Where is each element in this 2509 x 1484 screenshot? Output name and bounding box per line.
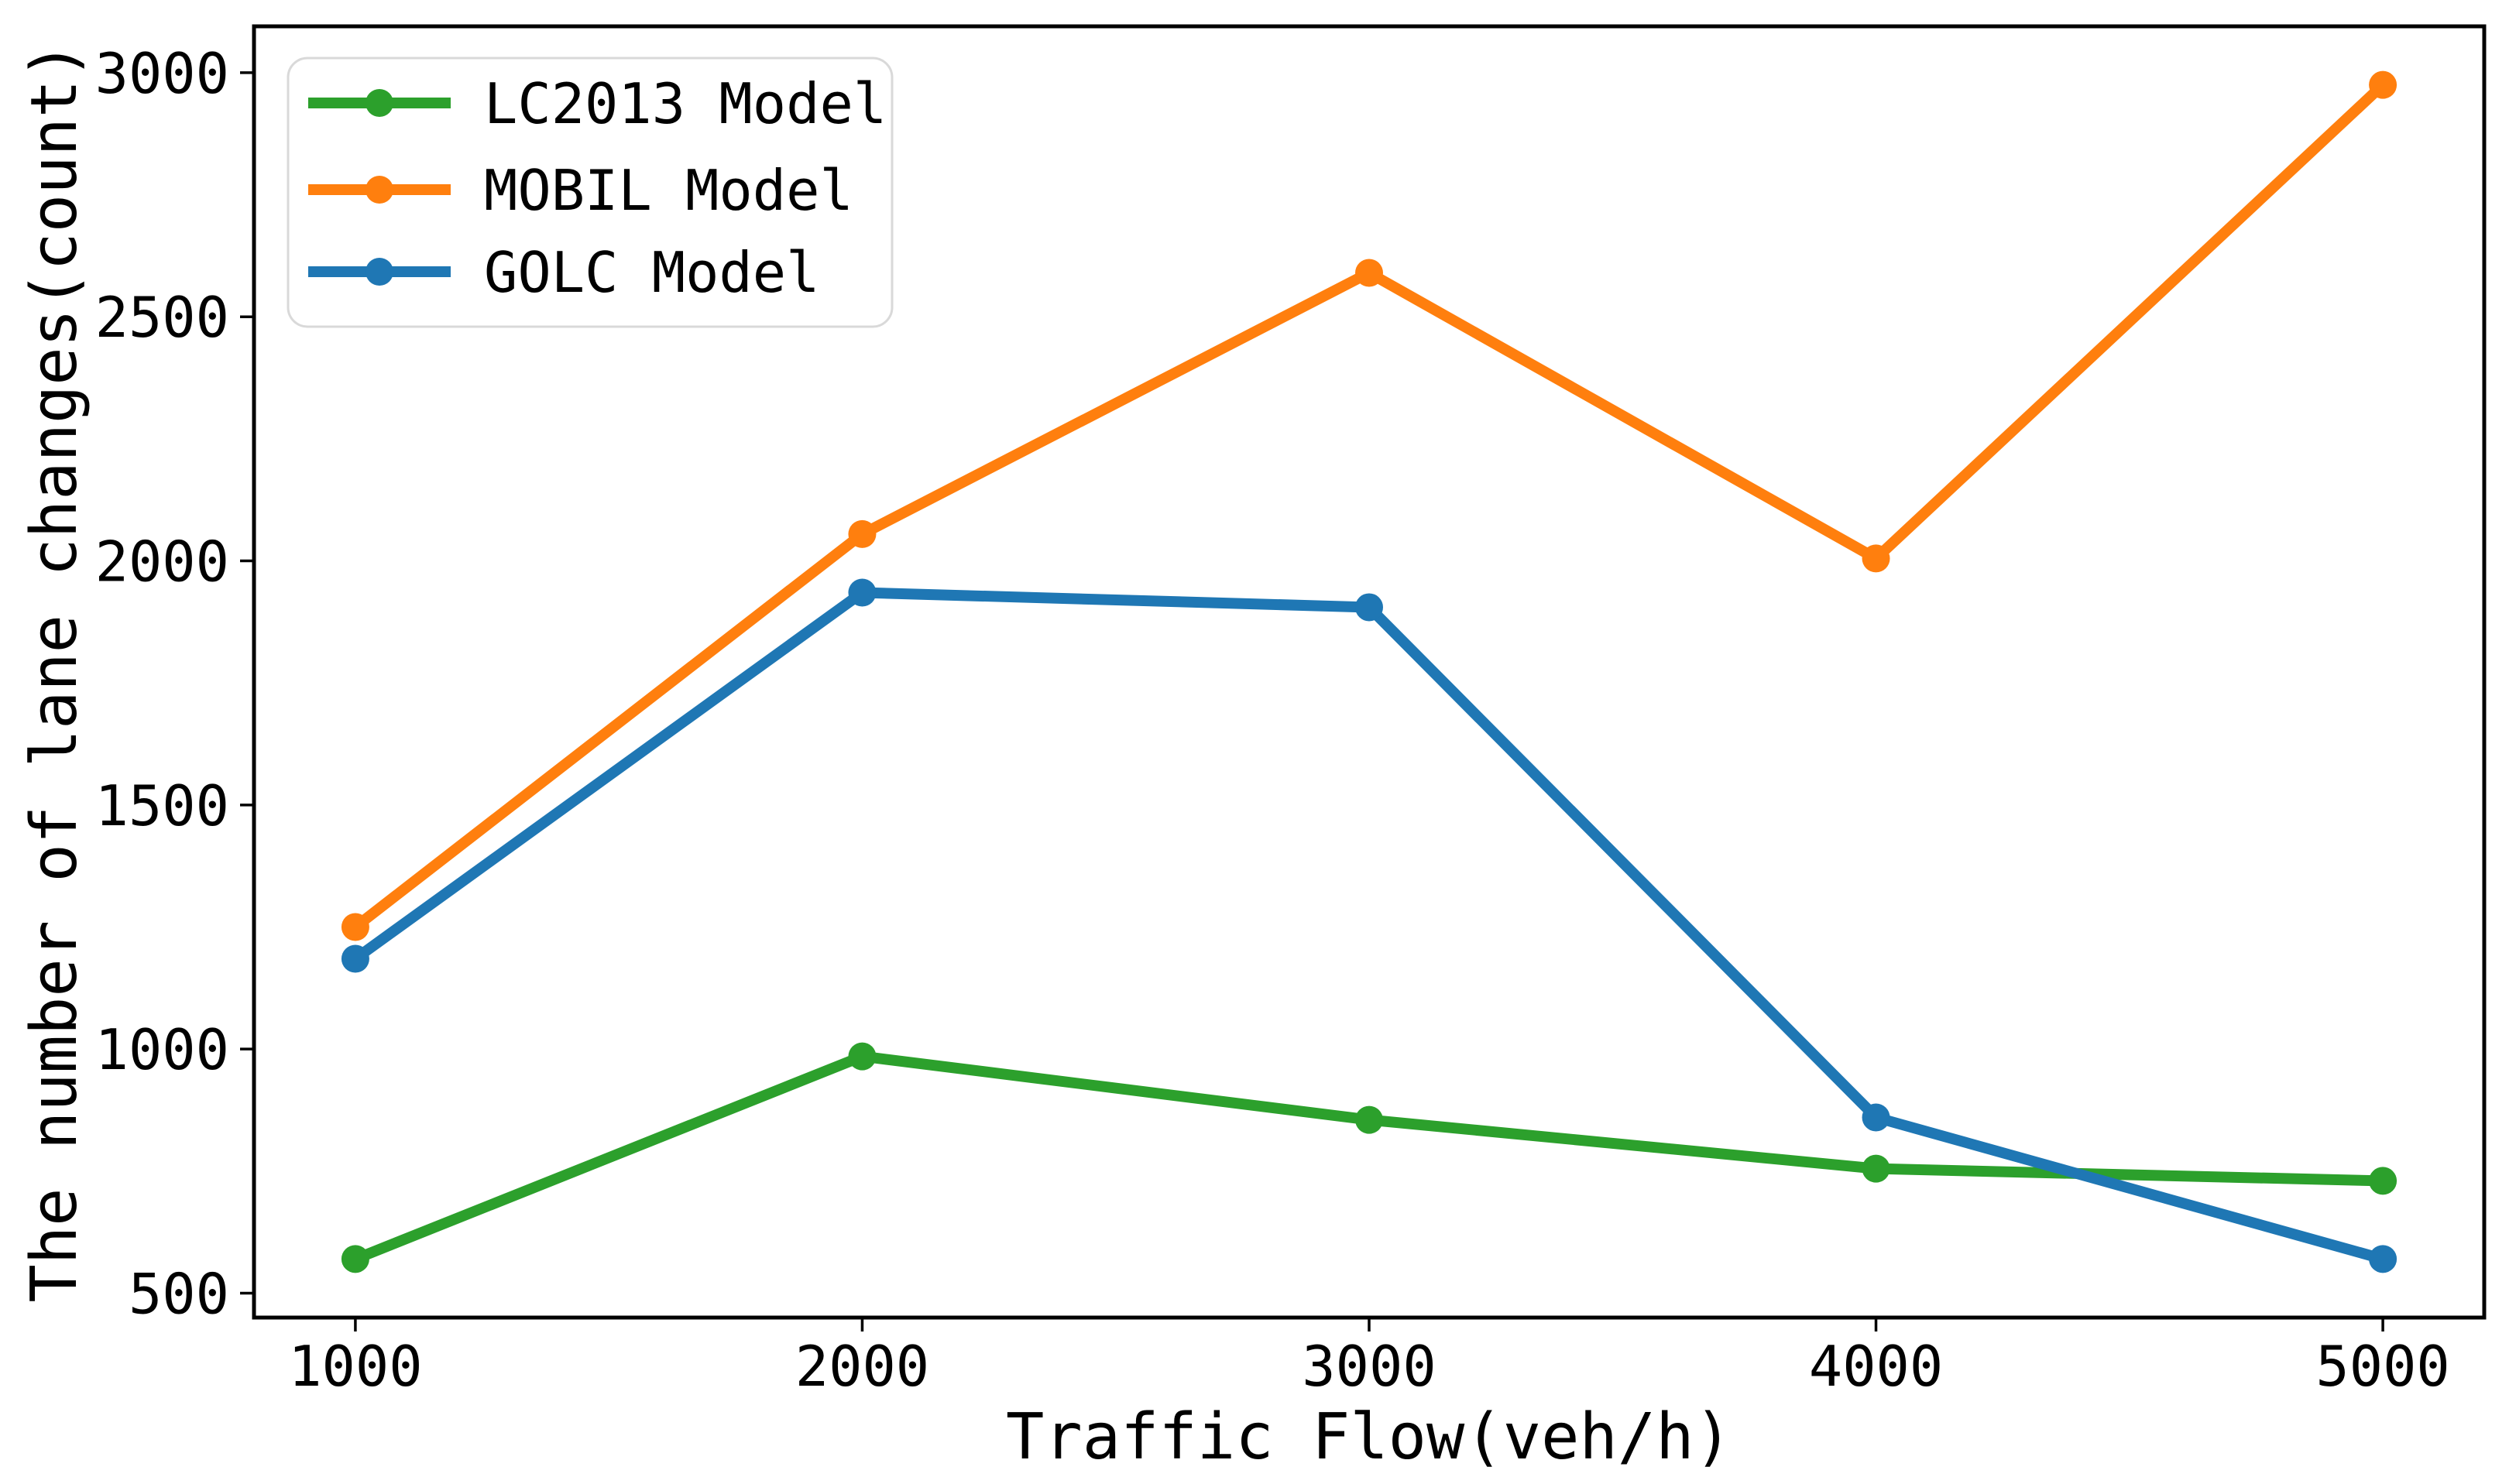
x-tick-label: 5000 — [2315, 1334, 2449, 1399]
x-tick-label: 2000 — [795, 1334, 929, 1399]
x-tick-label: 1000 — [288, 1334, 422, 1399]
data-point-golc-model-5000 — [2369, 1245, 2397, 1273]
y-tick-label: 500 — [129, 1261, 229, 1326]
data-point-mobil-model-3000 — [1355, 259, 1383, 287]
data-point-mobil-model-1000 — [341, 913, 369, 941]
data-point-mobil-model-5000 — [2369, 70, 2397, 99]
y-tick-label: 1000 — [95, 1017, 229, 1082]
legend-box — [287, 57, 894, 328]
data-point-golc-model-3000 — [1355, 593, 1383, 622]
x-tick-label: 3000 — [1302, 1334, 1436, 1399]
legend-sample-marker — [366, 258, 393, 286]
y-axis-label: The number of lane changes(count) — [18, 41, 91, 1302]
data-point-golc-model-1000 — [341, 944, 369, 973]
data-point-mobil-model-4000 — [1862, 544, 1890, 573]
legend-label: GOLC Model — [484, 240, 819, 305]
data-point-lc2013-model-3000 — [1355, 1105, 1383, 1134]
legend-sample-marker — [366, 89, 393, 117]
legend-item-lc2013-model: LC2013 Model — [308, 71, 887, 136]
y-tick-label: 1500 — [95, 773, 229, 838]
y-tick-label: 3000 — [95, 41, 229, 106]
legend-sample-marker — [366, 176, 393, 204]
y-tick-label: 2500 — [95, 285, 229, 350]
legend: LC2013 Model MOBIL Model GOLC Model — [287, 57, 894, 328]
x-tick-label: 4000 — [1809, 1334, 1943, 1399]
data-point-lc2013-model-5000 — [2369, 1167, 2397, 1195]
data-point-lc2013-model-1000 — [341, 1245, 369, 1273]
legend-label: MOBIL Model — [484, 158, 853, 223]
series-line-lc2013-model — [353, 1050, 2384, 1264]
plot-border — [252, 24, 2487, 1320]
y-tick-label: 2000 — [95, 530, 229, 595]
data-point-golc-model-2000 — [848, 578, 877, 607]
data-point-mobil-model-2000 — [848, 519, 877, 548]
dynamic-chart-layer: 500 1000 1500 2000 2500 3000 1000 2000 3000 4000 5… — [95, 24, 2487, 1399]
data-point-lc2013-model-2000 — [848, 1042, 877, 1071]
x-axis-label: Traffic Flow(veh/h) — [1006, 1400, 1732, 1474]
legend-item-mobil-model: MOBIL Model — [308, 158, 853, 223]
legend-item-golc-model: GOLC Model — [308, 240, 819, 305]
data-point-lc2013-model-4000 — [1862, 1154, 1890, 1183]
legend-label: LC2013 Model — [484, 71, 887, 136]
data-point-golc-model-4000 — [1862, 1103, 1890, 1132]
